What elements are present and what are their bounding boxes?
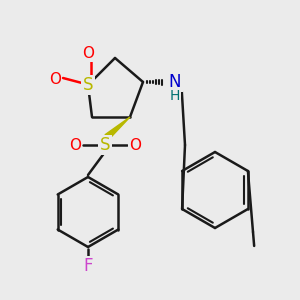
Text: N: N xyxy=(169,73,181,91)
Text: O: O xyxy=(82,46,94,61)
Text: S: S xyxy=(83,76,93,94)
Text: H: H xyxy=(170,89,180,103)
Text: F: F xyxy=(83,257,93,275)
Text: O: O xyxy=(49,73,61,88)
Text: O: O xyxy=(69,137,81,152)
Text: S: S xyxy=(100,136,110,154)
Text: O: O xyxy=(129,137,141,152)
Polygon shape xyxy=(105,117,130,139)
